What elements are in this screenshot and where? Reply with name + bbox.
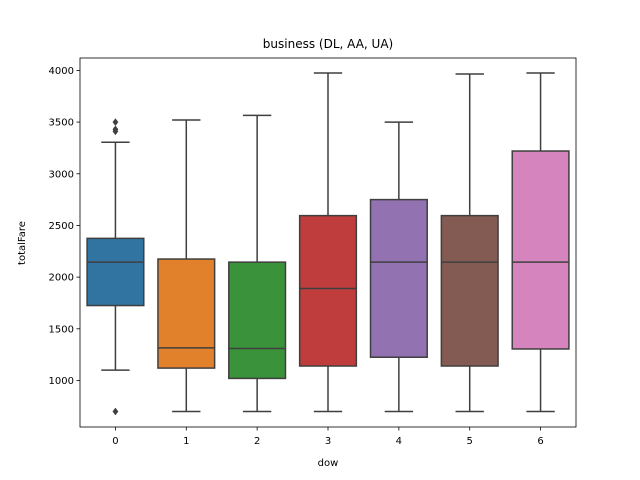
y-tick-label: 1000	[49, 376, 74, 387]
y-tick-label: 2500	[49, 221, 74, 232]
box-group-dow-6	[511, 72, 570, 413]
outlier-point	[112, 118, 119, 127]
y-tick-label: 1500	[49, 324, 74, 335]
y-tick-label: 4000	[49, 66, 74, 77]
box-iqr	[511, 150, 570, 350]
box-iqr	[86, 237, 145, 307]
box-group-dow-5	[440, 73, 499, 413]
outlier-point	[112, 407, 119, 416]
axes-frame	[79, 57, 577, 428]
box-iqr	[298, 214, 358, 367]
box-group-dow-3	[298, 72, 358, 413]
y-axis-label: totalFare	[17, 221, 28, 265]
x-axis-label: dow	[318, 458, 339, 469]
x-tick-label: 0	[112, 436, 118, 447]
outlier-point	[112, 125, 119, 134]
box-group-dow-2	[228, 114, 287, 413]
x-tick-label: 4	[396, 436, 402, 447]
plot-area: 1000 1500 2000 2500 3000 3500 4000 0 1 2 3 4 5 6	[49, 66, 570, 447]
box-group-dow-0	[86, 118, 145, 416]
x-tick-label: 5	[467, 436, 473, 447]
box-group-dow-4	[369, 121, 428, 413]
box-iqr	[228, 261, 287, 380]
box-iqr	[440, 214, 499, 367]
y-tick-label: 3500	[49, 118, 74, 129]
x-tick-label: 1	[183, 436, 189, 447]
x-tick-label: 6	[537, 436, 543, 447]
box-iqr	[157, 258, 216, 369]
x-tick-label: 2	[254, 436, 260, 447]
chart-title: business (DL, AA, UA)	[263, 37, 393, 51]
box-iqr	[369, 198, 428, 358]
y-tick-label: 3000	[49, 169, 74, 180]
box-group-dow-1	[157, 119, 216, 413]
x-tick-label: 3	[325, 436, 331, 447]
y-tick-label: 2000	[49, 273, 74, 284]
